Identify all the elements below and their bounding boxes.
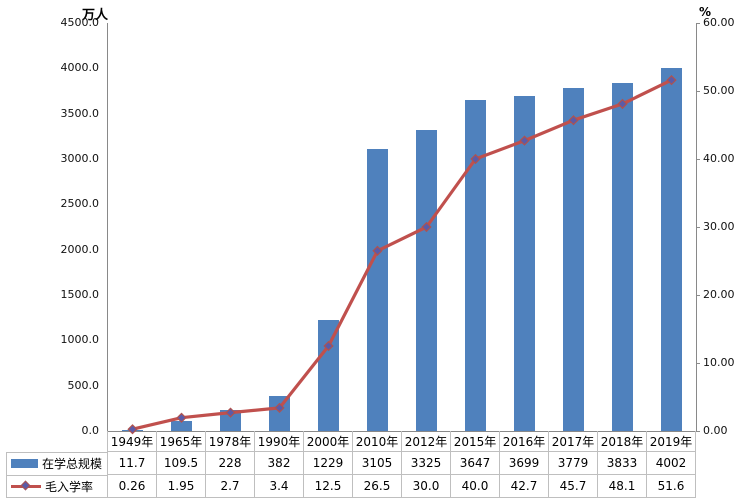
table-cell: 12.5 — [304, 475, 353, 498]
diamond-marker-icon — [421, 221, 432, 233]
diamond-marker-icon — [127, 424, 138, 435]
table-row: 0.26 1.95 2.7 3.4 12.5 26.5 30.0 40.0 42.7 45.7 48… — [108, 475, 696, 498]
bar — [220, 410, 241, 431]
bar — [514, 96, 535, 431]
legend-column: 在学总规模 毛入学率 — [6, 452, 107, 498]
diamond-marker-icon — [274, 402, 285, 414]
diamond-marker-icon — [176, 412, 187, 423]
diamond-marker-icon — [225, 407, 236, 418]
line-series-layer — [127, 74, 677, 435]
table-cell: 109.5 — [157, 452, 206, 475]
table-cell: 45.7 — [549, 475, 598, 498]
table-cell: 40.0 — [451, 475, 500, 498]
table-cell: 48.1 — [598, 475, 647, 498]
right-axis-tick-label: 0.00 — [703, 424, 728, 437]
table-cell: 3699 — [500, 452, 549, 475]
diamond-marker-icon — [20, 480, 31, 491]
right-axis-tick-label: 50.00 — [703, 84, 735, 97]
table-header-cell: 1949年 — [108, 431, 157, 452]
legend-item-bar-series: 在学总规模 — [7, 453, 107, 476]
diamond-marker-icon — [617, 98, 628, 110]
table-cell: 51.6 — [647, 475, 696, 498]
table-header-cell: 2012年 — [402, 431, 451, 452]
left-axis-tick-label: 500.0 — [67, 378, 100, 392]
table-header-cell: 2018年 — [598, 431, 647, 452]
bar — [416, 130, 437, 431]
table-cell: 0.26 — [108, 475, 157, 498]
table-header-cell: 2019年 — [647, 431, 696, 452]
table-cell: 1.95 — [157, 475, 206, 498]
diamond-marker-icon — [568, 115, 579, 126]
bar — [367, 149, 388, 431]
bar — [563, 88, 584, 431]
table-cell: 228 — [206, 452, 255, 475]
table-row: 11.7 109.5 228 382 1229 3105 3325 3647 3699 3779 3… — [108, 452, 696, 475]
table-header-cell: 2010年 — [353, 431, 402, 452]
plot-area — [107, 23, 697, 435]
diamond-marker-icon — [372, 245, 383, 256]
bar — [612, 83, 633, 431]
table-cell: 4002 — [647, 452, 696, 475]
bar — [269, 396, 290, 431]
diamond-marker-icon — [519, 135, 530, 146]
table-header-cell: 2015年 — [451, 431, 500, 452]
line-series-key-icon — [11, 480, 41, 491]
left-axis-tick-label: 1500.0 — [60, 288, 100, 301]
table-header-cell: 2000年 — [304, 431, 353, 452]
legend-item-line-series: 毛入学率 — [7, 476, 107, 498]
legend-label-bar-series: 在学总规模 — [42, 457, 103, 472]
table-cell: 382 — [255, 452, 304, 475]
diamond-marker-icon — [470, 153, 481, 165]
table-header-cell: 1978年 — [206, 431, 255, 452]
legend-label-line-series: 毛入学率 — [45, 479, 94, 494]
right-axis-tick-label: 20.00 — [703, 288, 735, 301]
table-cell: 1229 — [304, 452, 353, 475]
bar — [171, 421, 192, 431]
table-cell: 3105 — [353, 452, 402, 475]
table-header-cell: 2017年 — [549, 431, 598, 452]
table-cell: 3647 — [451, 452, 500, 475]
data-table-value-rows: 11.7 109.5 228 382 1229 3105 3325 3647 3699 3779 3… — [107, 452, 696, 498]
left-axis-title: 万人 — [82, 8, 109, 23]
line-series-path — [132, 78, 673, 431]
table-cell: 2.7 — [206, 475, 255, 498]
bar — [465, 100, 486, 431]
data-table-header-row: 1949年 1965年 1978年 1990年 2000年 2010年 2012年 2015年… — [107, 431, 696, 452]
table-cell: 30.0 — [402, 475, 451, 498]
bar — [661, 68, 682, 431]
left-axis-tick-label: 4500.0 — [60, 16, 100, 29]
left-axis-tick-label: 2000.0 — [60, 242, 100, 256]
table-cell: 26.5 — [353, 475, 402, 498]
table-header-cell: 2016年 — [500, 431, 549, 452]
bar-series-swatch-icon — [11, 459, 38, 469]
diamond-marker-icon — [323, 340, 334, 352]
left-axis-tick-label: 3000.0 — [60, 152, 100, 165]
bar — [318, 320, 339, 431]
table-header-cell: 1965年 — [157, 431, 206, 452]
left-axis-tick-label: 3500.0 — [60, 106, 100, 120]
left-axis-tick-label: 4000.0 — [60, 61, 100, 75]
right-axis-tick-label: 30.00 — [703, 220, 735, 233]
table-cell: 3833 — [598, 452, 647, 475]
table-header-cell: 1990年 — [255, 431, 304, 452]
table-cell: 3779 — [549, 452, 598, 475]
left-axis-tick-label: 1000.0 — [60, 333, 100, 347]
right-axis-tick-label: 40.00 — [703, 152, 735, 165]
diamond-marker-icon — [666, 74, 677, 86]
right-axis-tick-label: 10.00 — [703, 356, 735, 369]
right-axis-tick-label: 60.00 — [703, 16, 735, 29]
right-axis-title: % — [699, 5, 712, 19]
table-cell: 11.7 — [108, 452, 157, 475]
left-axis-tick-label: 2500.0 — [60, 197, 100, 211]
table-cell: 3325 — [402, 452, 451, 475]
table-cell: 42.7 — [500, 475, 549, 498]
table-cell: 3.4 — [255, 475, 304, 498]
left-axis-tick-label: 0.0 — [81, 424, 100, 437]
